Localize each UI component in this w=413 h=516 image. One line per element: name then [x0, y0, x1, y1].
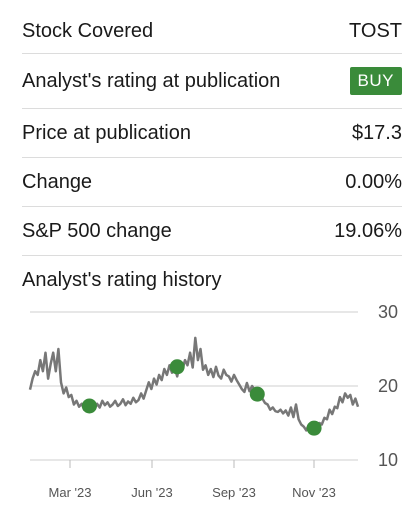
- y-tick-label: 30: [378, 302, 398, 322]
- price-label: Price at publication: [22, 121, 191, 144]
- x-tick-label: Sep '23: [212, 485, 256, 500]
- stock-covered-label: Stock Covered: [22, 20, 154, 42]
- ticker-link[interactable]: TOST: [349, 20, 402, 42]
- sp500-row: S&P 500 change 19.06%: [22, 207, 402, 256]
- rating-marker[interactable]: [81, 398, 97, 414]
- y-tick-label: 10: [378, 450, 398, 470]
- buy-rating-badge: BUY: [349, 67, 402, 95]
- x-tick-label: Jun '23: [131, 485, 173, 500]
- analyst-rating-label: Analyst's rating at publication: [22, 69, 281, 92]
- rating-marker[interactable]: [169, 359, 185, 375]
- change-value: 0.00%: [345, 170, 402, 193]
- price-series-line: [28, 336, 360, 432]
- rating-history-title: Analyst's rating history: [22, 269, 222, 291]
- sp500-label: S&P 500 change: [22, 219, 172, 242]
- change-label: Change: [22, 170, 93, 193]
- rating-history-chart[interactable]: 30 20 10 Mar '23 Jun '23 Sep '23 Nov '23: [0, 300, 413, 516]
- x-tick-label: Nov '23: [292, 485, 336, 500]
- stock-covered-row: Stock Covered TOST: [22, 10, 402, 54]
- analyst-rating-row: Analyst's rating at publication BUY: [22, 54, 402, 109]
- price-row: Price at publication $17.3: [22, 109, 402, 158]
- rating-marker[interactable]: [249, 386, 265, 402]
- change-row: Change 0.00%: [22, 158, 402, 207]
- rating-marker[interactable]: [306, 420, 322, 436]
- price-value: $17.3: [351, 121, 402, 144]
- sp500-value: 19.06%: [334, 219, 402, 242]
- x-tick-label: Mar '23: [49, 485, 92, 500]
- y-tick-label: 20: [378, 376, 398, 396]
